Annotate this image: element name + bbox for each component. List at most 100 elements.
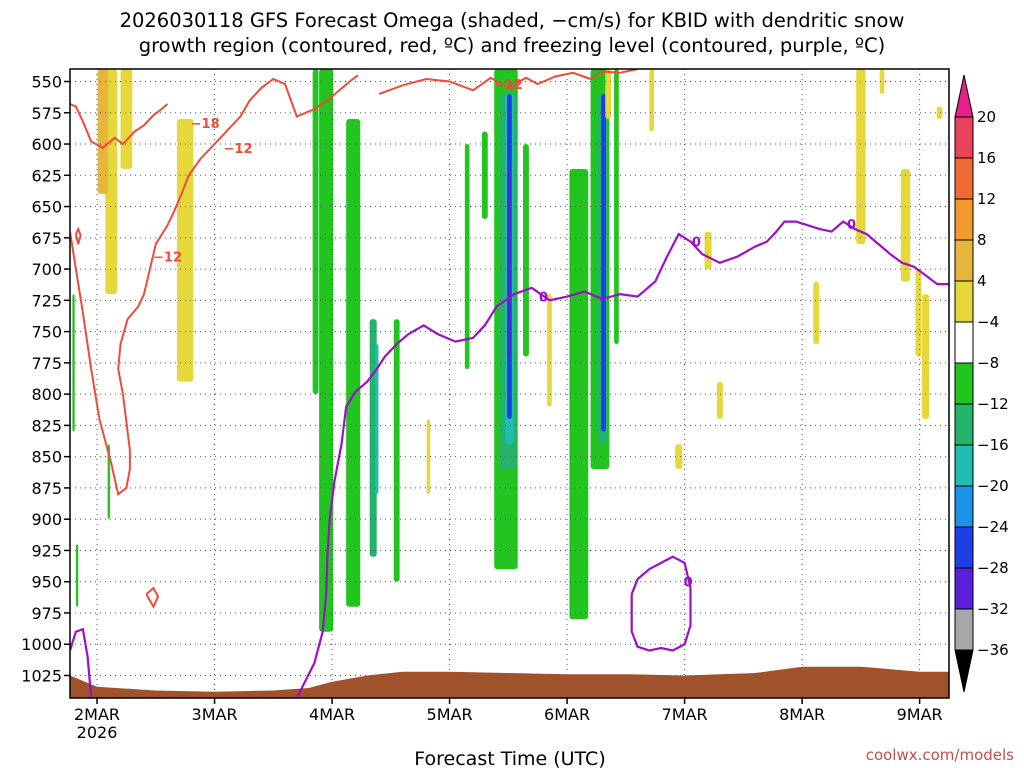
colorbar-swatch-11	[954, 567, 974, 610]
colorbar-label-13: −36	[977, 641, 1009, 659]
colorbar-bottom-arrow	[954, 649, 974, 693]
omega-band-37	[915, 269, 922, 357]
colorbar-swatch-8	[954, 444, 974, 487]
colorbar-swatch-6	[954, 362, 974, 405]
omega-band-5	[120, 69, 133, 170]
colorbar-label-7: −12	[977, 395, 1009, 413]
colorbar-swatch-7	[954, 403, 974, 446]
x-tick-label-5MAR: 5MAR	[427, 705, 473, 724]
plot-area: −12 −12 −12 −18 0 0 0 0	[69, 68, 950, 699]
y-tick-label-900: 900	[31, 510, 62, 529]
chart-title-line-1: 2026030118 GFS Forecast Omega (shaded, −…	[120, 9, 905, 32]
colorbar-label-12: −32	[977, 600, 1009, 618]
colorbar-swatch-9	[954, 485, 974, 528]
x-tick-label-2MAR: 2MAR	[74, 705, 120, 724]
x-tick-label-6MAR: 6MAR	[544, 705, 590, 724]
y-tick-label-1025: 1025	[21, 666, 62, 685]
colorbar-swatch-4	[954, 280, 974, 323]
y-tick-label-675: 675	[31, 229, 62, 248]
omega-band-2	[107, 444, 110, 520]
contours: −12 −12 −12 −18 0 0 0 0	[70, 69, 949, 698]
colorbar: 20 16 12 8 4 −4 −8 −12 −16 −20 −24 −28 −32 −36	[954, 74, 1009, 693]
y-tick-label-600: 600	[31, 135, 62, 154]
contour-label-zero-d-group: 0	[684, 576, 693, 591]
x-tick-label-7MAR: 7MAR	[662, 705, 708, 724]
colorbar-label-0: 20	[977, 108, 996, 126]
colorbar-label-4: 4	[977, 272, 987, 290]
omega-band-27	[601, 94, 606, 432]
contour-label-minus12-a: −12	[153, 251, 182, 266]
colorbar-label-8: −16	[977, 436, 1009, 454]
omega-band-15	[464, 144, 470, 370]
dgz-minus18-contour	[70, 103, 169, 150]
contour-label-minus12-c: −12	[494, 78, 523, 93]
omega-band-29	[649, 69, 655, 132]
y-tick-label-650: 650	[31, 198, 62, 217]
omega-band-28	[614, 69, 619, 345]
x-tick-label-9MAR: 9MAR	[897, 705, 943, 724]
omega-band-14	[426, 419, 431, 495]
omega-band-7	[176, 119, 194, 382]
y-axis: 550 575 600 625 650 675 700 725 750 775 800 825 850 8…	[21, 73, 70, 685]
x-tick-label-4MAR: 4MAR	[309, 705, 355, 724]
omega-band-0	[72, 294, 75, 432]
omega-band-32	[716, 381, 723, 420]
contour-label-minus12-b: −12	[224, 142, 253, 157]
omega-band-23	[547, 294, 552, 407]
x-tick-label-8MAR: 8MAR	[779, 705, 825, 724]
contour-label-minus12-a-group: −12	[153, 251, 182, 266]
y-tick-label-925: 925	[31, 541, 62, 560]
y-tick-label-950: 950	[31, 573, 62, 592]
terrain	[70, 666, 949, 698]
y-tick-label-700: 700	[31, 260, 62, 279]
omega-band-9	[319, 69, 334, 632]
y-tick-label-850: 850	[31, 448, 62, 467]
dgz-upper-contour	[378, 69, 638, 95]
omega-band-40	[605, 69, 612, 120]
colorbar-label-2: 12	[977, 190, 996, 208]
contour-label-zero-a-group: 0	[539, 291, 548, 306]
colorbar-swatch-3	[954, 239, 974, 282]
x-tick-label-3MAR: 3MAR	[192, 705, 238, 724]
contour-label-minus18-group: −18	[191, 117, 220, 132]
contour-label-zero-c-group: 0	[847, 218, 856, 233]
omega-band-34	[856, 69, 866, 245]
y-tick-label-725: 725	[31, 291, 62, 310]
contour-label-zero-b-group: 0	[692, 236, 701, 251]
y-tick-label-825: 825	[31, 416, 62, 435]
omega-band-38	[921, 294, 930, 420]
x-tick-sublabel-2MAR: 2026	[77, 723, 118, 742]
y-tick-label-575: 575	[31, 104, 62, 123]
omega-band-13	[393, 319, 400, 582]
colorbar-label-5: −4	[977, 313, 999, 331]
omega-band-16	[481, 131, 488, 220]
contour-label-zero-a: 0	[539, 291, 548, 306]
colorbar-swatch-0	[954, 116, 974, 159]
y-tick-label-800: 800	[31, 385, 62, 404]
y-tick-label-625: 625	[31, 166, 62, 185]
terrain-fill	[70, 666, 949, 698]
omega-band-6	[75, 544, 79, 607]
omega-band-31	[675, 444, 683, 470]
omega-band-8	[312, 69, 319, 395]
omega-band-10	[346, 119, 361, 607]
y-tick-label-1000: 1000	[21, 635, 62, 654]
colorbar-label-9: −20	[977, 477, 1009, 495]
chart-title-line-2: growth region (contoured, red, ºC) and f…	[139, 34, 886, 57]
omega-band-22	[523, 144, 529, 357]
omega-band-39	[936, 106, 943, 120]
contour-label-zero-c: 0	[847, 218, 856, 233]
omega-band-24	[569, 169, 589, 620]
colorbar-swatch-1	[954, 157, 974, 200]
omega-band-33	[813, 281, 820, 345]
colorbar-swatch-13	[954, 608, 974, 651]
contour-label-minus18: −18	[191, 117, 220, 132]
omega-band-21	[507, 169, 510, 357]
colorbar-swatch-10	[954, 526, 974, 569]
plot-frame	[69, 68, 950, 699]
contour-label-minus12-b-group: −12	[224, 142, 253, 157]
x-axis-label: Forecast Time (UTC)	[414, 748, 605, 768]
y-tick-label-875: 875	[31, 479, 62, 498]
contour-label-zero-b: 0	[692, 236, 701, 251]
